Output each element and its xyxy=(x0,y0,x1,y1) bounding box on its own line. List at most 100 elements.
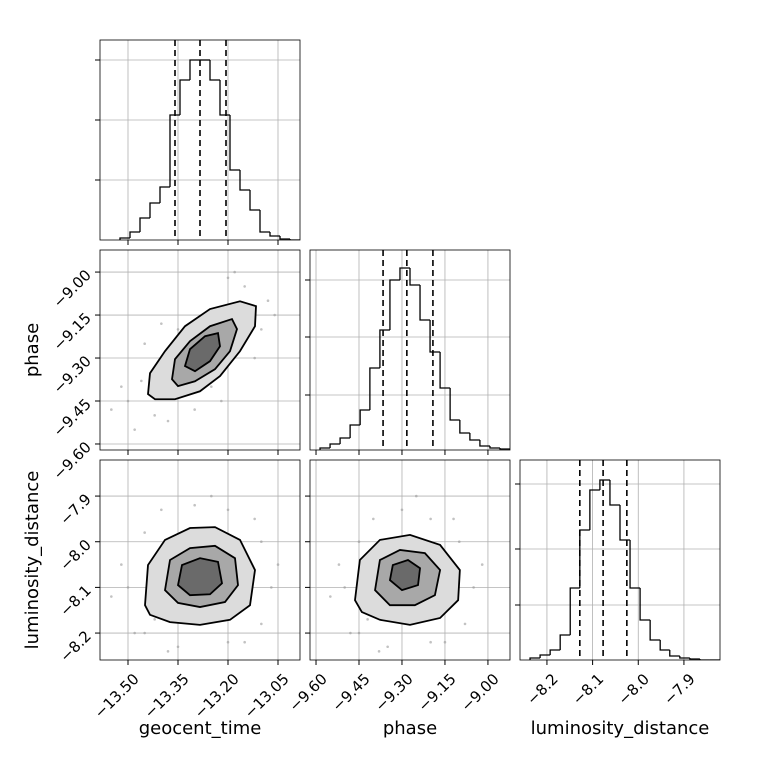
histogram-bin xyxy=(679,656,690,659)
panel-frame xyxy=(99,459,301,661)
panel xyxy=(305,249,511,455)
sample-point xyxy=(226,508,230,512)
histogram-bin xyxy=(249,190,260,211)
sample-point xyxy=(443,640,447,644)
histogram-bin xyxy=(479,440,490,447)
sample-point xyxy=(472,586,475,589)
sample-point xyxy=(260,328,263,331)
sample-point xyxy=(273,313,276,317)
histogram-bin xyxy=(369,367,380,410)
histogram-bin xyxy=(409,268,421,286)
sample-point xyxy=(260,540,263,544)
panel-frame xyxy=(99,249,301,451)
y-axis-label: phase xyxy=(22,323,43,377)
sample-point xyxy=(357,540,361,544)
sample-point xyxy=(126,399,130,403)
sample-point xyxy=(176,645,180,649)
panel-frame xyxy=(99,39,301,241)
histogram-bin xyxy=(529,657,541,660)
x-axis-label: geocent_time xyxy=(139,718,262,739)
histogram-bin xyxy=(379,329,390,368)
histogram-bin xyxy=(159,186,170,203)
sample-point xyxy=(377,650,381,653)
histogram-bin xyxy=(229,115,240,171)
histogram-bin xyxy=(539,654,551,658)
sample-point xyxy=(160,508,163,512)
histogram-bin xyxy=(629,540,641,589)
sample-point xyxy=(153,414,156,417)
sample-point xyxy=(253,517,256,521)
sample-point xyxy=(166,419,170,423)
sample-point xyxy=(243,285,246,288)
panel-frame xyxy=(309,459,511,661)
sample-point xyxy=(329,595,332,598)
sample-point xyxy=(400,508,404,512)
contour xyxy=(183,331,221,373)
panel-content xyxy=(520,460,720,660)
histogram-bin xyxy=(329,443,341,448)
sample-point xyxy=(429,517,432,521)
histogram-bin xyxy=(659,640,670,651)
sample-point xyxy=(253,356,256,360)
panel-content xyxy=(100,250,300,450)
panel xyxy=(95,39,301,245)
histogram-bin xyxy=(359,409,370,425)
histogram-bin xyxy=(119,237,130,240)
sample-point xyxy=(337,563,341,566)
histogram-bin xyxy=(399,267,410,280)
y-axis-label: luminosity_distance xyxy=(22,471,43,650)
histogram-bin xyxy=(649,620,661,641)
histogram-bin xyxy=(279,236,290,240)
sample-point xyxy=(429,640,432,644)
histogram-bin xyxy=(209,60,220,81)
histogram-bin xyxy=(449,388,460,421)
sample-point xyxy=(133,428,136,431)
sample-point xyxy=(480,563,484,566)
histogram-bin xyxy=(269,232,280,237)
contour xyxy=(388,559,421,592)
histogram-bin xyxy=(639,588,651,621)
sample-point xyxy=(143,531,146,534)
sample-point xyxy=(276,563,280,566)
sample-point xyxy=(270,586,273,589)
histogram-bin xyxy=(339,437,351,444)
sample-point xyxy=(463,622,467,626)
histogram-bin xyxy=(589,489,600,530)
sample-point xyxy=(140,379,143,383)
histogram-bin xyxy=(319,447,331,450)
sample-point xyxy=(193,503,196,507)
histogram-bin xyxy=(179,79,190,115)
sample-point xyxy=(160,322,163,325)
histogram-bin xyxy=(259,210,270,233)
histogram-bin xyxy=(429,320,441,353)
sample-point xyxy=(166,650,170,653)
histogram-bin xyxy=(139,217,150,232)
sample-point xyxy=(143,631,146,635)
sample-point xyxy=(226,640,230,644)
histogram-bin xyxy=(169,114,180,187)
sample-point xyxy=(343,586,346,589)
histogram-bin xyxy=(699,659,710,660)
sample-point xyxy=(193,408,196,411)
histogram-bin xyxy=(499,448,510,450)
histogram-bin xyxy=(459,420,470,434)
panel-content xyxy=(100,40,300,240)
sample-point xyxy=(349,631,352,635)
panel-content xyxy=(100,460,300,660)
sample-point xyxy=(110,408,113,411)
sample-point xyxy=(110,595,113,598)
sample-point xyxy=(243,640,246,644)
histogram-bin xyxy=(599,479,610,490)
sample-point xyxy=(176,328,180,331)
sample-point xyxy=(260,622,263,626)
histogram-bin xyxy=(609,480,620,506)
sample-point xyxy=(366,618,369,621)
panel-frame xyxy=(519,459,721,661)
histogram-bin xyxy=(559,634,571,650)
sample-point xyxy=(386,645,389,649)
sample-point xyxy=(120,385,123,388)
sample-point xyxy=(233,270,236,274)
sample-point xyxy=(266,299,270,303)
histogram-bin xyxy=(469,433,480,441)
